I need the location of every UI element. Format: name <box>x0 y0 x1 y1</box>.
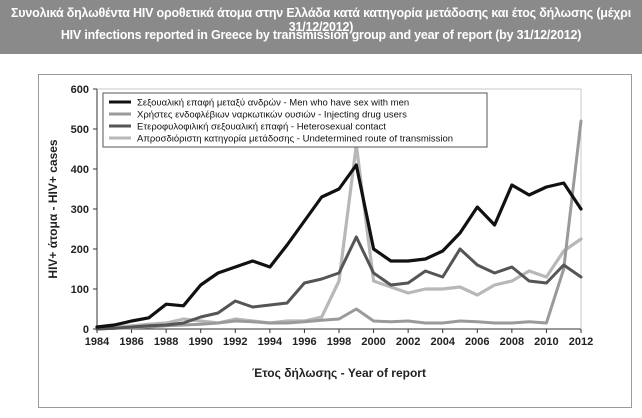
x-tick-label: 2012 <box>569 336 593 348</box>
x-tick-label: 1986 <box>119 336 143 348</box>
x-tick-label: 1994 <box>258 336 283 348</box>
x-tick-label: 1984 <box>85 336 110 348</box>
x-tick-label: 1998 <box>327 336 351 348</box>
legend-entry: Ετεροφυλοφιλική σεξουαλική επαφή - Heter… <box>137 122 386 133</box>
series-line-1 <box>95 163 583 329</box>
series-line-4 <box>95 143 583 330</box>
legend-entry: Απροσδιόριστη κατηγορία μετάδοσης - Unde… <box>137 134 453 145</box>
series-line-2 <box>95 119 583 331</box>
english-title: HIV infections reported in Greece by tra… <box>60 28 582 42</box>
x-tick-label: 2010 <box>534 336 558 348</box>
x-tick-label: 2000 <box>361 336 385 348</box>
x-tick-label: 1988 <box>154 336 178 348</box>
chart-frame: 0 100 200 300 400 500 600 1984 1986 1988 1990 1992 1… <box>38 74 632 408</box>
x-tick-label: 2006 <box>465 336 489 348</box>
legend-entry: Σεξουαλική επαφή μεταξύ ανδρών - Men who… <box>137 98 409 109</box>
series-line-3 <box>95 235 583 331</box>
legend-box <box>102 92 488 148</box>
title-banner: Συνολικά δηλωθέντα HIV οροθετικά άτομα σ… <box>0 0 642 54</box>
x-axis-label: Έτος δήλωσης - Year of report <box>252 366 426 380</box>
y-tick-label: 300 <box>71 204 89 216</box>
x-tick-label: 1990 <box>188 336 212 348</box>
legend-entry: Χρήστες ενδοφλέβιων ναρκωτικών ουσιών - … <box>137 110 407 121</box>
y-tick-label: 400 <box>71 164 89 176</box>
y-tick-label: 500 <box>71 124 89 136</box>
x-tick-label: 2004 <box>430 336 455 348</box>
x-tick-label: 1992 <box>223 336 247 348</box>
y-axis-label: HIV+ άτομα - HIV+ cases <box>46 139 60 278</box>
x-tick-label: 1996 <box>292 336 316 348</box>
x-tick-label: 2002 <box>396 336 420 348</box>
y-tick-label: 100 <box>71 284 89 296</box>
greek-title: Συνολικά δηλωθέντα HIV οροθετικά άτομα σ… <box>11 6 631 34</box>
line-chart: 0 100 200 300 400 500 600 1984 1986 1988 1990 1992 1… <box>46 84 593 380</box>
y-tick-label: 0 <box>83 324 89 336</box>
x-tick-label: 2008 <box>500 336 524 348</box>
y-tick-label: 200 <box>71 244 89 256</box>
y-tick-label: 600 <box>71 84 89 96</box>
